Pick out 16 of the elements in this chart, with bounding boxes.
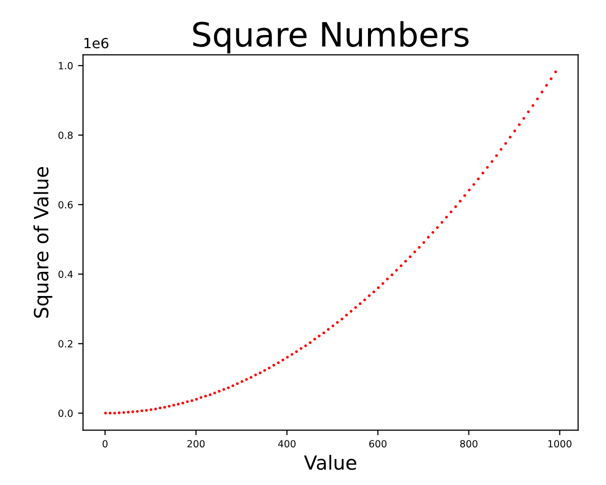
y-axis-title: Square of Value — [33, 167, 52, 318]
chart-title: Square Numbers — [193, 21, 469, 54]
text: 1e6 — [84, 38, 108, 48]
x-tick-label: 600 — [369, 440, 386, 448]
x-tick-label: 800 — [460, 440, 478, 448]
y-tick-label: 0.2 — [58, 340, 72, 348]
x-tick-label: 0 — [102, 440, 108, 448]
x-tick-label: 200 — [187, 440, 205, 448]
x-tick-label: 400 — [278, 440, 296, 448]
y-tick-label: 1.0 — [58, 62, 73, 70]
x-axis-title: Value — [304, 454, 356, 470]
x-tick-label: 1000 — [548, 440, 572, 448]
y-tick-label: 0.4 — [58, 270, 73, 278]
y-tick-label: 0.0 — [58, 410, 73, 417]
y-tick-label: 0.6 — [58, 201, 73, 208]
y-tick-label: 0.8 — [58, 132, 73, 139]
